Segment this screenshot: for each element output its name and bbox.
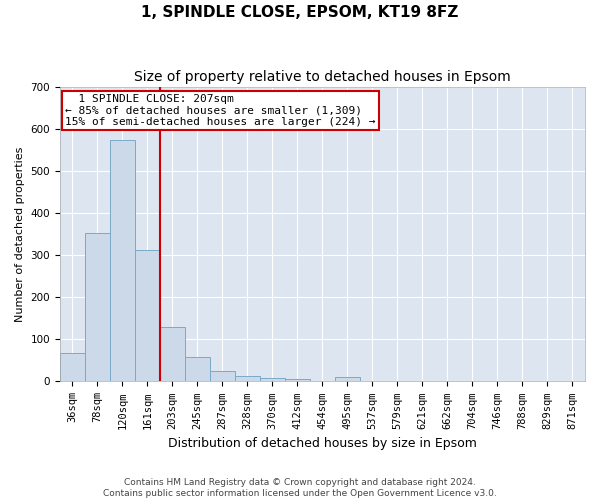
Bar [85,233,110,382]
Bar [260,378,285,382]
Bar [235,376,260,382]
Text: 1 SPINDLE CLOSE: 207sqm
← 85% of detached houses are smaller (1,309)
15% of semi: 1 SPINDLE CLOSE: 207sqm ← 85% of detache… [65,94,376,127]
Bar [60,353,85,382]
Text: 1, SPINDLE CLOSE, EPSOM, KT19 8FZ: 1, SPINDLE CLOSE, EPSOM, KT19 8FZ [142,5,458,20]
Bar [160,326,185,382]
Bar [135,250,160,382]
Bar [285,380,310,382]
X-axis label: Distribution of detached houses by size in Epsom: Distribution of detached houses by size … [168,437,477,450]
Title: Size of property relative to detached houses in Epsom: Size of property relative to detached ho… [134,70,511,84]
Bar [185,357,210,382]
Bar [110,140,135,382]
Bar [210,371,235,382]
Y-axis label: Number of detached properties: Number of detached properties [15,146,25,322]
Bar [335,377,360,382]
Text: Contains HM Land Registry data © Crown copyright and database right 2024.
Contai: Contains HM Land Registry data © Crown c… [103,478,497,498]
